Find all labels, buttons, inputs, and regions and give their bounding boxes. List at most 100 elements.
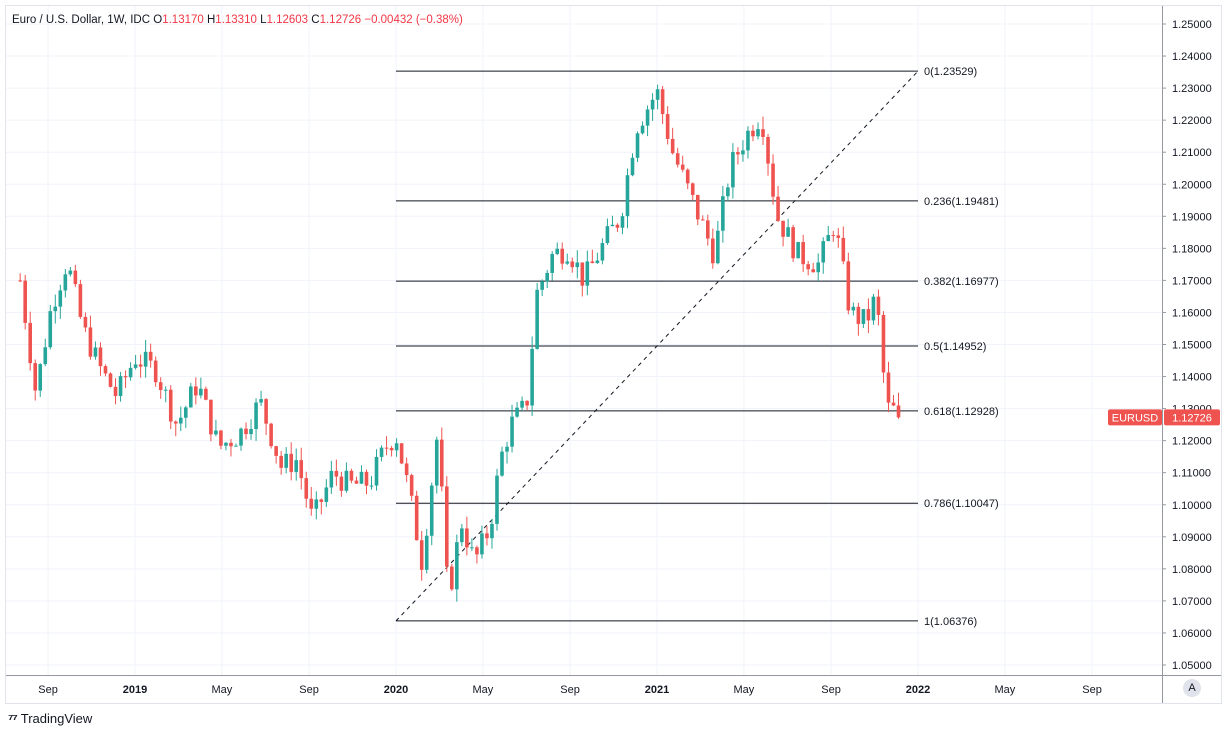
candle-body: [28, 322, 32, 364]
candle-body: [455, 542, 459, 590]
candle-body: [550, 253, 554, 273]
candle-body: [178, 417, 183, 424]
candle-body: [384, 447, 389, 449]
candle-body: [369, 485, 374, 487]
price-tick-label: 1.22000: [1172, 115, 1212, 127]
candle-body: [766, 136, 770, 164]
candle-body: [856, 306, 861, 324]
candle-body: [83, 316, 88, 328]
candle-body: [189, 386, 193, 408]
candle-body: [635, 133, 640, 158]
candle-body: [786, 227, 790, 237]
price-tag-label: 1.12726: [1172, 412, 1212, 424]
candle-body: [731, 152, 735, 188]
candle-body: [18, 280, 22, 282]
candle-body: [304, 478, 309, 499]
candle-body: [309, 498, 314, 509]
time-tick-label: May: [473, 684, 494, 696]
candle-body: [575, 262, 580, 268]
candle-body: [510, 416, 514, 447]
auto-scale-button[interactable]: A: [1183, 679, 1201, 697]
candle-body: [264, 399, 268, 424]
candle-body: [480, 533, 484, 555]
candle-body: [183, 407, 188, 418]
candle-body: [339, 476, 344, 491]
candle-body: [811, 269, 815, 273]
candle-body: [871, 296, 876, 321]
candle-body: [675, 153, 680, 165]
price-tick-label: 1.12000: [1172, 436, 1212, 448]
open-value: 1.13170: [162, 14, 204, 26]
candle-body: [896, 405, 901, 418]
price-tick-label: 1.21000: [1172, 147, 1212, 159]
candle-body: [194, 386, 198, 396]
candle-body: [68, 270, 73, 275]
candle-body: [53, 306, 58, 312]
candle-body: [756, 129, 760, 137]
candle-body: [319, 499, 324, 502]
candle-body: [329, 470, 334, 488]
price-tick-label: 1.19000: [1172, 211, 1212, 223]
candle-body: [565, 261, 570, 264]
candle-body: [23, 280, 27, 323]
candle-body: [535, 289, 539, 349]
candle-body: [173, 421, 178, 424]
candle-body: [88, 327, 93, 357]
candle-body: [485, 533, 489, 539]
candle-body: [645, 109, 650, 126]
candle-body: [771, 163, 775, 197]
candle-body: [600, 243, 605, 261]
open-label: O: [153, 14, 163, 26]
candle-body: [359, 471, 364, 484]
candle-body: [409, 475, 414, 496]
candle-body: [560, 248, 565, 264]
candle-body: [716, 230, 720, 264]
fib-trend-line: [395, 70, 919, 622]
candle-body: [234, 445, 238, 447]
candle-body: [254, 402, 258, 429]
candle-body: [364, 471, 369, 486]
high-label: H: [206, 14, 216, 26]
candle-body: [580, 262, 585, 286]
candle-body: [525, 400, 529, 406]
price-tick-label: 1.11000: [1172, 468, 1211, 480]
candle-body: [229, 442, 233, 447]
low-label: L: [260, 14, 267, 26]
candle-body: [665, 114, 670, 139]
candle-body: [741, 150, 745, 155]
candle-body: [475, 547, 479, 555]
candle-body: [585, 261, 590, 286]
candle-body: [700, 219, 705, 221]
candle-body: [791, 227, 795, 259]
candle-body: [299, 460, 304, 479]
price-tick-label: 1.06000: [1172, 628, 1212, 640]
candle-body: [374, 456, 379, 486]
candle-body: [199, 388, 203, 396]
candle-body: [113, 386, 118, 397]
price-tick-label: 1.10000: [1172, 500, 1212, 512]
candle-body: [153, 360, 158, 383]
fib-level-label: 1(1.06376): [924, 616, 977, 628]
fib-level-label: 0.618(1.12928): [924, 406, 999, 418]
candle-body: [796, 242, 800, 259]
candle-body: [500, 451, 504, 476]
time-tick-label: Sep: [560, 684, 580, 696]
candle-body: [650, 99, 655, 110]
candle-body: [806, 264, 810, 270]
time-tick-label: 2019: [123, 684, 147, 696]
symbol-tag-bg: [1108, 409, 1162, 426]
candle-body: [143, 351, 148, 367]
candle-body: [751, 130, 755, 137]
close-value: 1.12726: [319, 14, 362, 26]
candle-body: [78, 284, 83, 317]
candle-body: [721, 196, 725, 231]
candle-body: [711, 238, 715, 264]
price-tick-label: 1.23000: [1172, 83, 1212, 95]
candle-body: [294, 460, 299, 472]
candle-body: [349, 470, 354, 481]
candle-body: [826, 235, 831, 242]
candle-body: [244, 428, 248, 435]
candle-body: [660, 89, 665, 115]
